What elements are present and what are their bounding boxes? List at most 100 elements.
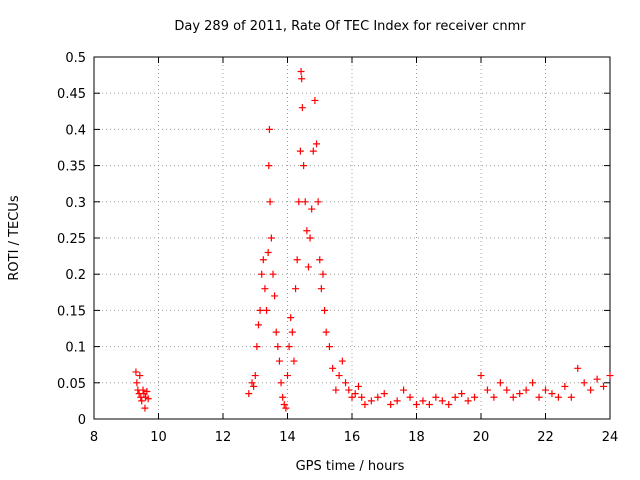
data-point (275, 357, 283, 365)
data-point (351, 390, 359, 398)
y-tick-label: 0.35 (57, 160, 86, 175)
y-tick-label: 0.45 (57, 87, 86, 102)
data-point (266, 198, 274, 206)
x-tick-label: 14 (279, 430, 296, 445)
data-point (271, 292, 279, 300)
data-point (542, 386, 549, 394)
data-point (354, 382, 362, 390)
data-point (535, 393, 543, 401)
data-point (554, 393, 562, 401)
data-point (280, 401, 288, 409)
data-point (253, 343, 261, 351)
data-point (282, 404, 290, 412)
data-point (325, 343, 333, 351)
data-point (304, 263, 312, 271)
data-point (335, 372, 343, 380)
data-point (471, 393, 479, 401)
data-point (419, 397, 427, 405)
data-point (338, 357, 346, 365)
data-point (295, 198, 303, 206)
data-point (321, 306, 329, 314)
data-point (285, 343, 293, 351)
y-tick-label: 0.5 (65, 51, 86, 66)
data-point (580, 379, 588, 387)
y-tick-label: 0.05 (57, 377, 86, 392)
data-point (311, 96, 319, 104)
y-tick-label: 0.4 (65, 123, 86, 138)
y-tick-label: 0.1 (65, 341, 86, 356)
data-point (297, 67, 305, 75)
data-point (143, 387, 151, 395)
data-point (483, 386, 491, 394)
data-point (332, 386, 340, 394)
data-point (329, 364, 337, 372)
data-point (259, 256, 267, 264)
data-point (254, 321, 262, 329)
data-point (342, 379, 350, 387)
data-point (290, 357, 298, 365)
x-axis-label: GPS time / hours (296, 459, 405, 474)
x-tick-label: 24 (602, 430, 619, 445)
data-point (316, 256, 324, 264)
data-point (138, 397, 146, 405)
data-point (132, 368, 140, 376)
data-point (445, 401, 453, 409)
data-point (393, 397, 401, 405)
data-point (298, 75, 306, 83)
x-tick-label: 10 (150, 430, 167, 445)
data-point (306, 234, 314, 242)
data-point (303, 227, 311, 235)
data-point (301, 198, 309, 206)
data-point (516, 390, 524, 398)
data-point (265, 125, 273, 133)
data-point (261, 285, 269, 293)
x-tick-label: 20 (473, 430, 490, 445)
data-point (387, 401, 395, 409)
y-tick-label: 0.25 (57, 232, 86, 247)
grid-lines (94, 57, 610, 419)
data-point (477, 372, 485, 380)
data-point (600, 382, 608, 390)
data-point (139, 386, 147, 394)
y-tick-label: 0.3 (65, 196, 86, 211)
data-point (529, 379, 537, 387)
data-point (298, 104, 306, 112)
data-point (548, 390, 556, 398)
data-point (250, 382, 258, 390)
data-point (458, 390, 466, 398)
data-point (413, 401, 420, 409)
data-point (300, 162, 308, 170)
chart-title: Day 289 of 2011, Rate Of TEC Index for r… (174, 19, 526, 34)
y-axis-label: ROTI / TECUs (7, 195, 22, 280)
data-point (314, 198, 322, 206)
data-point (272, 328, 280, 336)
data-point (267, 234, 275, 242)
data-point (269, 270, 277, 278)
data-point (296, 147, 304, 155)
data-point (279, 393, 287, 401)
x-tick-label: 22 (537, 430, 554, 445)
data-point (490, 393, 498, 401)
data-point (284, 372, 291, 380)
x-tick-label: 16 (344, 430, 361, 445)
data-point (274, 343, 282, 351)
data-point (374, 393, 382, 401)
data-point (400, 386, 408, 394)
data-point (574, 364, 582, 372)
data-point (567, 393, 575, 401)
data-point (292, 285, 300, 293)
x-tick-label: 18 (408, 430, 425, 445)
data-point (144, 395, 152, 403)
data-point (425, 401, 433, 409)
data-point (288, 328, 296, 336)
data-point (319, 270, 327, 278)
data-point (522, 386, 530, 394)
data-point (313, 140, 321, 148)
data-point (322, 328, 330, 336)
data-point (308, 205, 316, 213)
data-point (287, 314, 295, 322)
data-point (380, 390, 388, 398)
data-point (432, 393, 440, 401)
data-point (133, 379, 141, 387)
